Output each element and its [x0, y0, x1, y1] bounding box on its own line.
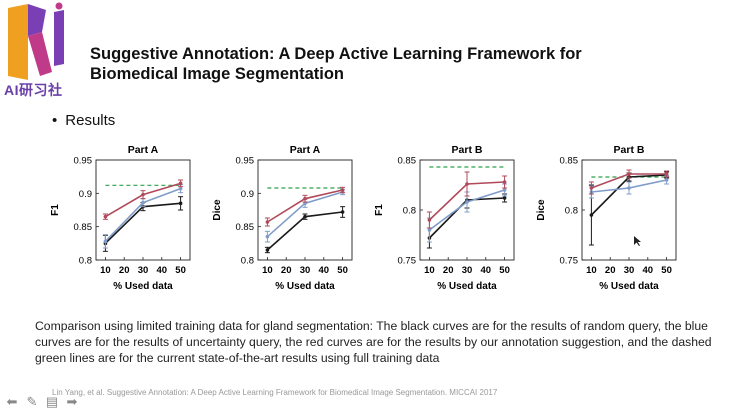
- x-tick-label: 40: [319, 265, 330, 276]
- y-axis-label: F1: [374, 204, 385, 216]
- x-tick-label: 50: [499, 265, 510, 276]
- data-point-blue: [103, 239, 108, 244]
- y-tick-label: 0.85: [74, 222, 93, 233]
- data-point-red: [589, 186, 594, 190]
- data-point-blue: [502, 188, 507, 192]
- data-point-black: [340, 210, 345, 214]
- x-tick-label: 10: [586, 265, 597, 276]
- x-tick-label: 50: [175, 265, 186, 276]
- logo-mark-icon: [8, 2, 64, 80]
- chart-svg: Part A 0.8 0.85 0.9 0.95 10 20 30 40 50% Used dat…: [50, 144, 191, 292]
- data-point-red: [502, 180, 507, 184]
- y-axis-label: Dice: [212, 199, 223, 221]
- data-point-red: [303, 196, 307, 201]
- data-point-blue: [427, 228, 432, 232]
- data-point-blue: [265, 234, 270, 239]
- x-tick-label: 30: [624, 265, 635, 276]
- y-tick-label: 0.8: [241, 256, 254, 267]
- bullet-text: Results: [65, 112, 116, 129]
- x-tick-label: 20: [443, 265, 454, 276]
- slides-icon[interactable]: ▤: [45, 394, 59, 409]
- slide-title-line-1: Suggestive Annotation: A Deep Active Lea…: [90, 45, 582, 63]
- x-tick-label: 30: [462, 265, 473, 276]
- y-tick-label: 0.8: [403, 206, 416, 217]
- chart-svg: Part A 0.8 0.85 0.9 0.95 10 20 30 40 50% Used dat…: [212, 144, 353, 292]
- data-point-black: [265, 248, 270, 252]
- ai-yanxishe-logo: [2, 2, 68, 102]
- data-point-red: [265, 220, 270, 224]
- pen-icon[interactable]: ✎: [26, 394, 38, 409]
- chart-title: Part A: [128, 144, 159, 156]
- y-axis-label: F1: [50, 204, 61, 216]
- data-point-black: [589, 213, 594, 217]
- chart-part-b-dice: Part B 0.75 0.8 0.85 10 20 30 40 50% Used data Di…: [534, 140, 684, 298]
- slide-title-line-2: Biomedical Image Segmentation: [90, 65, 344, 83]
- data-point-red: [465, 182, 469, 186]
- x-tick-label: 30: [300, 265, 311, 276]
- chart-part-a-f1: Part A 0.8 0.85 0.9 0.95 10 20 30 40 50% Used dat…: [48, 140, 198, 298]
- y-tick-label: 0.85: [398, 156, 417, 167]
- back-arrow-icon[interactable]: ⬅: [6, 394, 18, 409]
- slide-toolbar: ⬅ ✎ ▤ ➡: [4, 394, 80, 410]
- x-tick-label: 20: [119, 265, 130, 276]
- x-tick-label: 20: [281, 265, 292, 276]
- citation-footer: Lin Yang, et al. Suggestive Annotation: …: [52, 388, 498, 397]
- data-point-blue: [465, 200, 469, 204]
- x-axis-label: % Used data: [437, 281, 497, 292]
- y-tick-label: 0.75: [398, 256, 417, 267]
- chart-title: Part B: [452, 144, 483, 156]
- data-point-black: [178, 201, 183, 206]
- chart-svg: Part B 0.75 0.8 0.85 10 20 30 40 50% Used data Di…: [536, 144, 677, 292]
- x-tick-label: 40: [157, 265, 168, 276]
- results-bullet: • Results: [52, 112, 115, 129]
- bullet-dot-icon: •: [52, 112, 58, 129]
- y-tick-label: 0.75: [560, 256, 579, 267]
- chart-part-b-f1: Part B 0.75 0.8 0.85 10 20 30 40 50% Used data F1: [372, 140, 522, 298]
- data-point-blue: [664, 178, 669, 182]
- slide-title: Suggestive Annotation: A Deep Active Lea…: [90, 44, 582, 84]
- mouse-cursor-icon: [634, 236, 641, 246]
- data-point-red: [103, 214, 108, 219]
- figure-caption: Comparison using limited training data f…: [35, 319, 712, 365]
- x-tick-label: 10: [424, 265, 435, 276]
- y-tick-label: 0.95: [74, 156, 93, 167]
- data-point-blue: [141, 200, 145, 205]
- x-tick-label: 40: [643, 265, 654, 276]
- chart-title: Part B: [614, 144, 645, 156]
- data-point-blue: [627, 186, 631, 190]
- forward-arrow-icon[interactable]: ➡: [66, 394, 78, 409]
- y-tick-label: 0.8: [79, 256, 92, 267]
- data-point-red: [340, 188, 345, 192]
- data-point-red: [427, 218, 432, 222]
- x-tick-label: 20: [605, 265, 616, 276]
- chart-part-a-dice: Part A 0.8 0.85 0.9 0.95 10 20 30 40 50% Used dat…: [210, 140, 360, 298]
- logo-text: AI研习社: [4, 82, 63, 98]
- x-tick-label: 40: [481, 265, 492, 276]
- x-tick-label: 50: [337, 265, 348, 276]
- data-point-red: [141, 192, 145, 197]
- x-axis-label: % Used data: [275, 281, 335, 292]
- x-tick-label: 10: [100, 265, 111, 276]
- data-point-red: [627, 172, 631, 176]
- y-tick-label: 0.9: [79, 189, 92, 200]
- x-axis-label: % Used data: [599, 281, 659, 292]
- y-tick-label: 0.95: [236, 156, 255, 167]
- chart-title: Part A: [290, 144, 321, 156]
- x-tick-label: 30: [138, 265, 149, 276]
- y-tick-label: 0.9: [241, 189, 254, 200]
- y-tick-label: 0.85: [236, 222, 255, 233]
- y-tick-label: 0.85: [560, 156, 579, 167]
- data-point-red: [178, 181, 183, 186]
- y-tick-label: 0.8: [565, 206, 578, 217]
- chart-svg: Part B 0.75 0.8 0.85 10 20 30 40 50% Used data F1: [374, 144, 515, 292]
- x-tick-label: 50: [661, 265, 672, 276]
- data-point-blue: [178, 186, 183, 191]
- data-point-black: [502, 196, 507, 200]
- y-axis-label: Dice: [536, 199, 547, 221]
- data-point-red: [664, 172, 669, 176]
- data-point-black: [303, 214, 307, 219]
- x-tick-label: 10: [262, 265, 273, 276]
- x-axis-label: % Used data: [113, 281, 173, 292]
